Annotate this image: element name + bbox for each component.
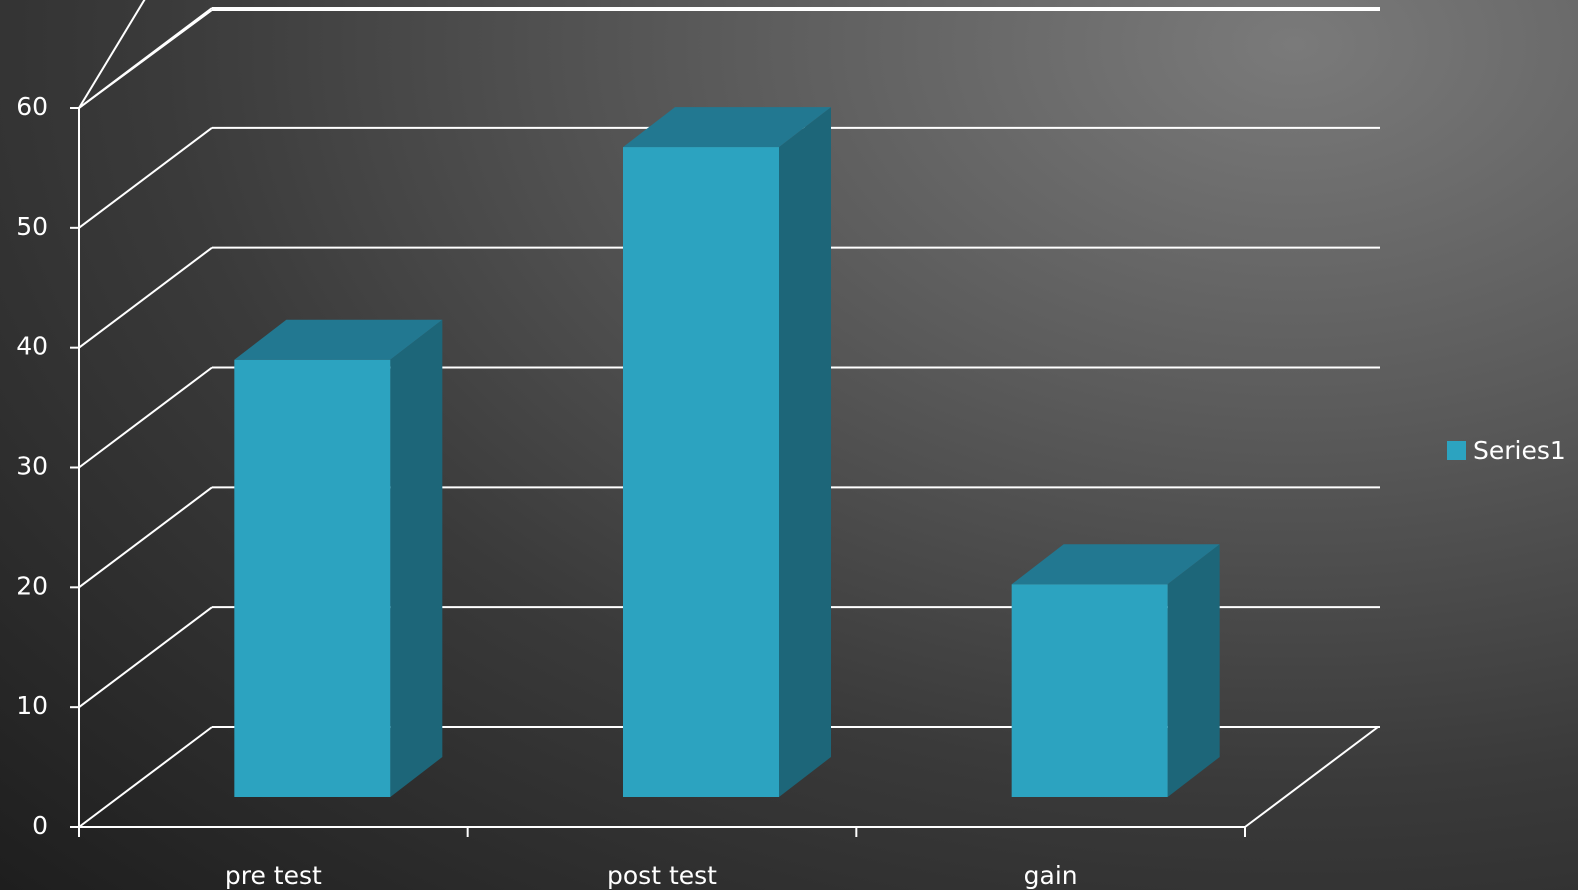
y-tick-label: 30 <box>16 452 48 481</box>
bar <box>623 147 779 798</box>
bar <box>234 359 391 797</box>
bar-top <box>1011 544 1220 585</box>
bar-group <box>623 107 831 798</box>
bar <box>1011 584 1168 797</box>
floor-right-edge <box>1244 726 1379 828</box>
gridline-diagonal <box>78 486 213 589</box>
gridline-diagonal <box>78 127 213 229</box>
gridline-diagonal <box>78 246 213 349</box>
legend: Series1 <box>1447 436 1566 465</box>
bar-side <box>1167 544 1220 797</box>
x-tick-label: post test <box>607 861 717 890</box>
y-tick-label: 40 <box>16 332 48 361</box>
y-tick-label: 10 <box>16 691 48 720</box>
gridline-diagonal-top <box>78 9 213 109</box>
bar-top <box>234 319 443 360</box>
bar-side <box>779 107 831 798</box>
y-tick-label: 0 <box>32 811 48 840</box>
gridline-diagonal-top <box>78 0 146 109</box>
y-tick-label: 60 <box>16 92 48 121</box>
y-tick-label: 20 <box>16 571 48 600</box>
bar-top <box>623 107 831 148</box>
gridline-diagonal <box>78 606 213 708</box>
y-tick-label: 50 <box>16 212 48 241</box>
bar-side <box>390 319 443 797</box>
gridline-diagonal <box>78 726 213 828</box>
gridline-diagonal <box>78 366 213 469</box>
legend-label-series1: Series1 <box>1473 436 1566 465</box>
legend-swatch-series1 <box>1447 441 1466 460</box>
bar-group <box>1011 544 1220 797</box>
x-tick-label: pre test <box>225 861 322 890</box>
bar-group <box>234 319 443 797</box>
x-tick-label: gain <box>1024 861 1078 890</box>
